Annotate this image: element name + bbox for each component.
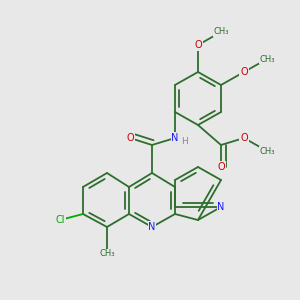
Text: CH₃: CH₃ [259, 146, 275, 155]
Text: O: O [217, 162, 225, 172]
Text: N: N [171, 133, 179, 143]
Text: O: O [194, 40, 202, 50]
Text: CH₃: CH₃ [99, 250, 115, 259]
Text: N: N [217, 202, 225, 212]
Text: Cl: Cl [55, 215, 65, 225]
Text: CH₃: CH₃ [259, 55, 275, 64]
Text: H: H [182, 137, 188, 146]
Text: CH₃: CH₃ [213, 28, 229, 37]
Text: N: N [148, 222, 156, 232]
Text: O: O [240, 133, 248, 143]
Text: O: O [240, 67, 248, 77]
Text: O: O [126, 133, 134, 143]
